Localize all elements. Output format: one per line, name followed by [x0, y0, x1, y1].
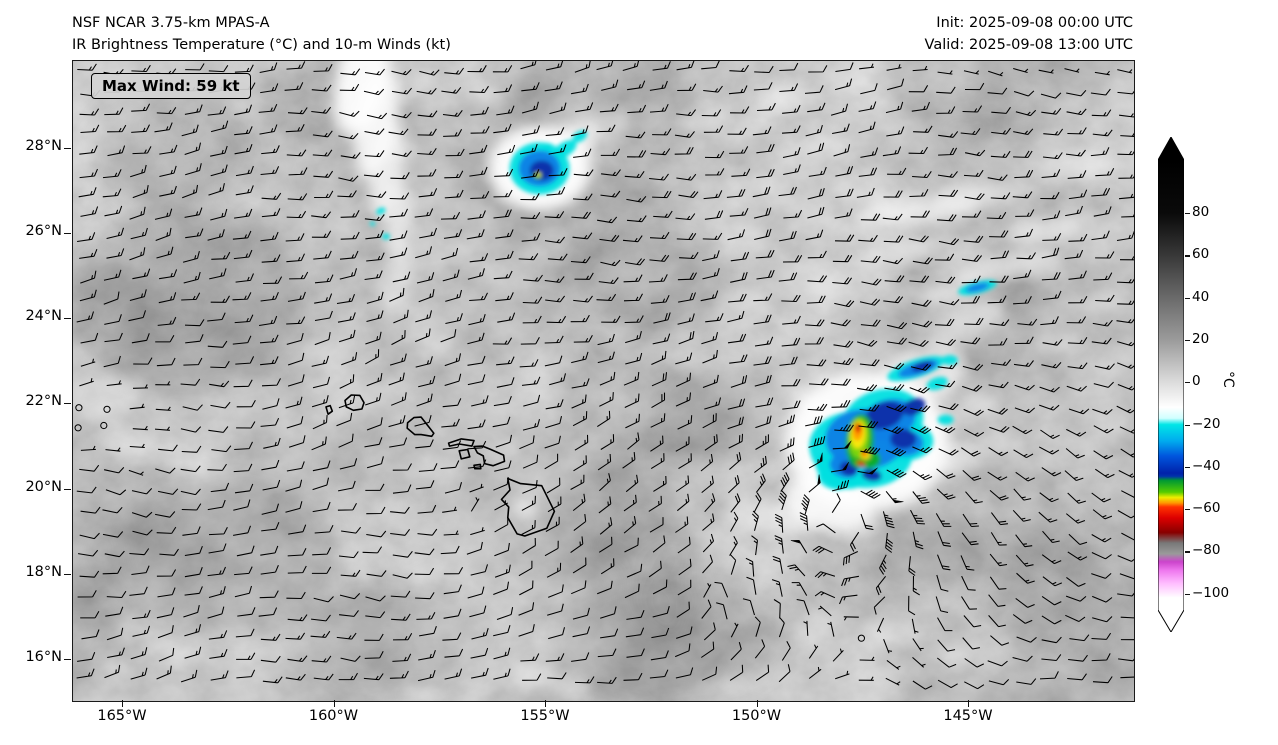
valid-time: Valid: 2025-09-08 13:00 UTC	[924, 37, 1133, 53]
colorbar-tick-label: 80	[1192, 204, 1210, 220]
colorbar-tickmark	[1185, 382, 1190, 384]
colorbar-tick-label: 40	[1192, 288, 1210, 305]
colorbar	[1157, 135, 1185, 633]
lat-tickmark	[64, 489, 71, 491]
figure-header-left: NSF NCAR 3.75-km MPAS-A IR Brightness Te…	[72, 12, 451, 56]
lat-tickmark	[64, 318, 71, 320]
lat-tickmark	[64, 659, 71, 661]
lon-tickmark	[122, 700, 124, 707]
colorbar-tickmark	[1185, 551, 1190, 553]
lon-tick-label: 145°W	[943, 708, 993, 724]
colorbar-units-label: °C	[1220, 371, 1236, 388]
lat-tick-label: 24°N	[25, 308, 62, 324]
colorbar-tickmark	[1185, 339, 1190, 342]
colorbar-tick-label: 20	[1192, 330, 1210, 347]
colorbar-tick-label: 60	[1192, 246, 1210, 263]
colorbar-tickmark	[1185, 213, 1190, 215]
model-title: NSF NCAR 3.75-km MPAS-A	[72, 15, 270, 31]
colorbar-tick-label: 0	[1192, 373, 1201, 390]
colorbar-tick-label: −100	[1192, 584, 1230, 601]
map-plot-area: Max Wind: 59 kt	[72, 60, 1135, 702]
colorbar-gradient	[1157, 135, 1185, 633]
lon-tick-label: 155°W	[520, 708, 570, 724]
figure-header-right: Init: 2025-09-08 00:00 UTC Valid: 2025-0…	[925, 12, 1133, 56]
colorbar-tick-label: −60	[1192, 500, 1221, 517]
init-time: Init: 2025-09-08 00:00 UTC	[936, 15, 1133, 31]
field-subtitle: IR Brightness Temperature (°C) and 10-m …	[72, 37, 451, 53]
lat-tick-label: 16°N	[25, 649, 62, 665]
colorbar-tickmark	[1185, 509, 1190, 511]
colorbar-tickmark	[1185, 593, 1190, 595]
max-wind-badge: Max Wind: 59 kt	[91, 73, 251, 99]
colorbar-tickmark	[1185, 466, 1190, 469]
lon-tick-label: 165°W	[97, 708, 147, 724]
map-layers	[73, 61, 1134, 701]
lat-tick-label: 22°N	[25, 393, 62, 409]
colorbar-tick-label: −80	[1192, 542, 1221, 559]
lat-tickmark	[64, 233, 71, 235]
lon-tick-label: 150°W	[731, 708, 782, 724]
colorbar-tickmark	[1185, 297, 1190, 299]
lon-tickmark	[968, 700, 970, 707]
lon-tick-label: 160°W	[308, 708, 359, 724]
lat-tick-label: 28°N	[25, 138, 62, 154]
lat-tickmark	[64, 148, 71, 150]
colorbar-scale	[1158, 160, 1184, 610]
colorbar-tick-label: −40	[1192, 457, 1221, 474]
lon-tickmark	[333, 700, 335, 707]
lon-tickmark	[756, 700, 758, 707]
lat-tick-label: 26°N	[25, 223, 62, 239]
wind-barbs	[74, 61, 1134, 690]
lat-tick-label: 20°N	[25, 479, 62, 495]
lat-tickmark	[64, 403, 71, 405]
colorbar-tickmark	[1185, 424, 1190, 426]
colorbar-extend-top	[1158, 137, 1184, 160]
lon-tickmark	[545, 700, 547, 707]
lat-tickmark	[64, 574, 71, 576]
colorbar-extend-bottom	[1158, 610, 1184, 632]
colorbar-tickmark	[1185, 255, 1190, 257]
colorbar-tick-label: −20	[1192, 415, 1221, 432]
ir-brightness-temperature-map	[73, 61, 1134, 701]
lat-tick-label: 18°N	[25, 564, 62, 580]
